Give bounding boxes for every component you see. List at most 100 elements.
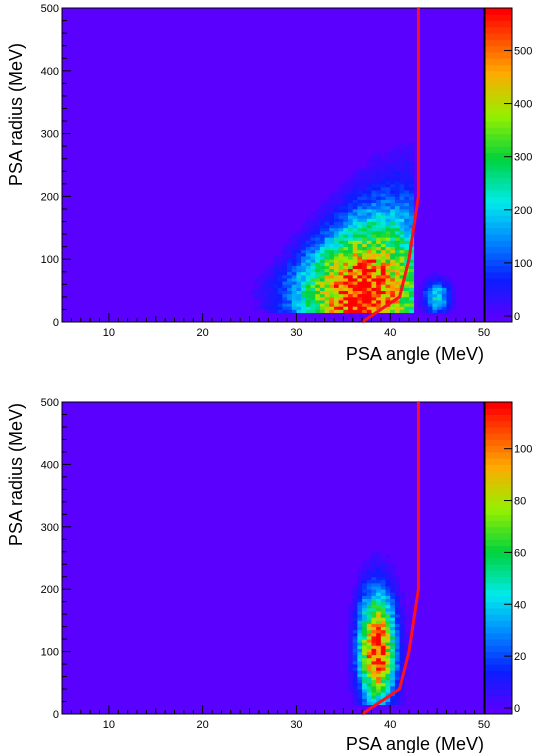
heatmap-cell: [366, 158, 372, 163]
heatmap-cell: [348, 199, 354, 204]
heatmap-cell: [287, 278, 293, 282]
heatmap-cell: [352, 611, 358, 615]
heatmap-cell: [390, 673, 396, 677]
heatmap-cell: [380, 303, 386, 307]
heatmap-cell: [380, 268, 386, 273]
heatmap-cell: [324, 271, 330, 276]
heatmap-cell: [310, 249, 316, 254]
heatmap-cell: [338, 249, 344, 254]
heatmap-cell: [338, 212, 344, 216]
heatmap-cell: [399, 651, 405, 656]
heatmap-cell: [390, 281, 396, 285]
heatmap-cell: [362, 268, 368, 273]
heatmap-cell: [352, 183, 358, 188]
heatmap-cell: [394, 685, 400, 690]
heatmap-cell: [357, 611, 363, 615]
heatmap-cell: [329, 212, 335, 216]
heatmap-cell: [329, 290, 335, 295]
heatmap-cell: [371, 281, 377, 285]
colorbar-segment: [485, 564, 512, 571]
heatmap-cell: [333, 202, 340, 207]
heatmap-cell: [399, 177, 405, 182]
heatmap-cell: [287, 309, 293, 313]
heatmap-cell: [319, 218, 325, 222]
heatmap-cell: [305, 306, 311, 310]
heatmap-cell: [399, 595, 405, 599]
heatmap-cell: [390, 303, 396, 307]
heatmap-cell: [352, 689, 358, 693]
colorbar-segment: [485, 95, 512, 103]
colorbar-segment: [485, 152, 512, 160]
heatmap-cell: [319, 296, 325, 301]
heatmap-cell: [376, 174, 382, 178]
heatmap-cell: [362, 679, 368, 684]
heatmap-cell: [301, 290, 307, 295]
heatmap-cell: [385, 701, 391, 706]
heatmap-cell: [333, 262, 340, 266]
heatmap-cell: [254, 306, 260, 310]
heatmap-cell: [348, 667, 354, 671]
heatmap-cell: [348, 265, 354, 270]
y-tick-label: 0: [53, 317, 59, 329]
heatmap-cell: [315, 287, 321, 291]
heatmap-cell: [258, 278, 265, 282]
x-tick-label: 40: [384, 719, 396, 731]
heatmap-cell: [263, 290, 269, 295]
heatmap-cell: [394, 152, 400, 156]
heatmap-cell: [404, 296, 410, 301]
heatmap-cell: [352, 196, 358, 200]
heatmap-cell: [310, 309, 316, 313]
heatmap-cell: [366, 240, 372, 244]
heatmap-cell: [390, 215, 396, 219]
heatmap-cell: [268, 271, 274, 276]
heatmap-cell: [399, 168, 405, 172]
heatmap-cell: [362, 256, 368, 260]
heatmap-cell: [441, 300, 447, 304]
heatmap-cell: [376, 695, 382, 699]
heatmap-cell: [329, 234, 335, 238]
heatmap-cell: [385, 234, 391, 238]
heatmap-cell: [371, 180, 377, 185]
heatmap-cell: [404, 230, 410, 235]
x-axis-label: PSA angle (MeV): [346, 734, 484, 753]
heatmap-cell: [376, 660, 382, 665]
heatmap-cell: [376, 249, 382, 254]
heatmap-cell: [394, 158, 400, 163]
heatmap-cell: [352, 237, 358, 241]
heatmap-cell: [394, 155, 400, 160]
heatmap-cell: [258, 306, 265, 310]
z-tick-label: 40: [514, 599, 526, 611]
heatmap-cell: [352, 626, 358, 631]
heatmap-cell: [390, 567, 396, 571]
heatmap-cell: [273, 268, 279, 273]
heatmap-cell: [380, 262, 386, 266]
heatmap-cell: [390, 682, 396, 687]
heatmap-cell: [371, 607, 377, 612]
heatmap-cell: [366, 274, 372, 279]
heatmap-cell: [352, 227, 358, 232]
heatmap-cell: [432, 303, 438, 307]
heatmap-cell: [324, 262, 330, 266]
heatmap-cell: [352, 601, 358, 606]
heatmap-cell: [362, 604, 368, 609]
heatmap-cell: [282, 303, 288, 307]
colorbar-segment: [485, 558, 512, 565]
heatmap-cell: [343, 284, 349, 288]
heatmap-cell: [338, 252, 344, 257]
heatmap-cell: [376, 300, 382, 304]
heatmap-cell: [390, 309, 396, 313]
heatmap-cell: [324, 240, 330, 244]
heatmap-cell: [390, 623, 396, 628]
heatmap-cell: [315, 274, 321, 279]
heatmap-cell: [376, 171, 382, 175]
heatmap-cell: [376, 620, 382, 624]
heatmap-cell: [357, 667, 363, 671]
heatmap-cell: [390, 586, 396, 590]
heatmap-cell: [277, 287, 283, 291]
heatmap-cell: [366, 667, 372, 671]
heatmap-cell: [380, 623, 386, 628]
heatmap-cell: [319, 212, 325, 216]
heatmap-cell: [399, 648, 405, 652]
heatmap-cell: [348, 262, 354, 266]
heatmap-cell: [333, 208, 340, 213]
